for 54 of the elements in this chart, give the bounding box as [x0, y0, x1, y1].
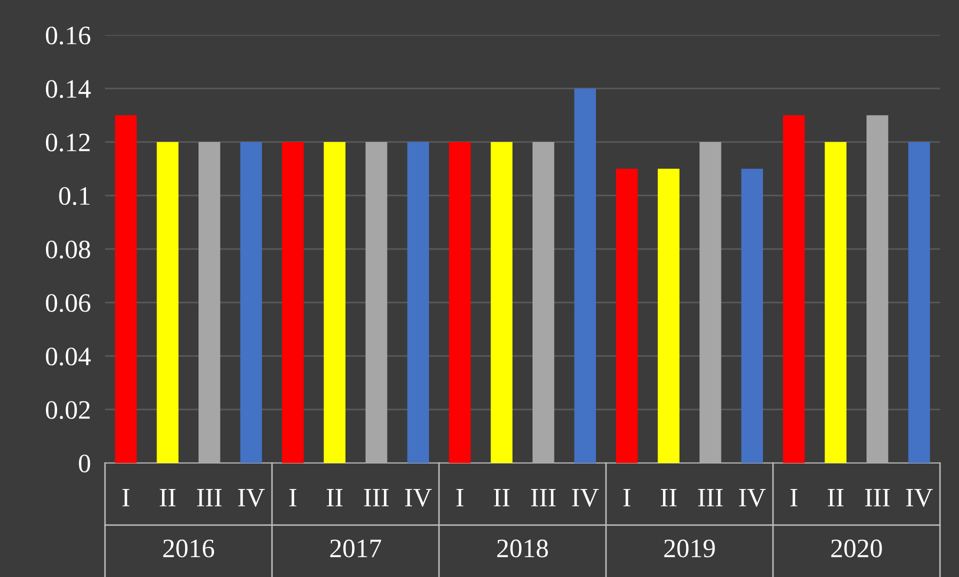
bar: [156, 142, 178, 463]
text: 2019: [664, 540, 715, 558]
x-tick-label: II: [494, 489, 510, 506]
y-tick-label: 0.06: [46, 294, 90, 312]
y-tick-label: 0.02: [46, 401, 90, 420]
x-tick-label: III: [197, 489, 222, 506]
bar: [741, 168, 763, 463]
bar: [908, 142, 930, 463]
y-tick-label: 0.08: [46, 240, 90, 259]
x-tick-label: IV: [405, 489, 432, 507]
bar: [532, 142, 554, 463]
x-tick-label: IV: [572, 489, 599, 507]
bar: [490, 142, 512, 463]
bar: [574, 88, 596, 463]
y-tick-label: 0: [78, 454, 90, 472]
x-tick-label: II: [160, 489, 176, 506]
x-tick-label: III: [531, 489, 556, 506]
bar: [866, 115, 888, 463]
bar: [616, 168, 638, 463]
bar: [449, 142, 471, 463]
bar: [282, 142, 304, 463]
bar: [700, 142, 722, 463]
bar: [198, 142, 220, 463]
x-tick-label: I: [790, 489, 798, 506]
bar: [366, 142, 388, 463]
x-tick-label: III: [364, 489, 389, 506]
text: 2016: [163, 540, 214, 558]
x-tick-label: II: [828, 489, 844, 506]
x-tick-label: II: [660, 489, 676, 506]
bar: [783, 115, 805, 463]
bar: [115, 115, 137, 463]
x-tick-label: I: [289, 489, 296, 506]
x-tick-label: II: [326, 489, 342, 506]
x-tick-label: IV: [739, 489, 766, 507]
text: 2017: [330, 540, 382, 558]
bar: [324, 142, 346, 463]
x-tick-label: IV: [906, 489, 933, 507]
bar: [658, 168, 680, 463]
bar: [824, 142, 846, 463]
y-tick-label: 0.16: [46, 26, 90, 45]
x-tick-label: III: [698, 489, 723, 506]
x-tick-label: III: [865, 489, 890, 506]
text: 2020: [831, 540, 882, 558]
y-tick-label: 0.04: [46, 348, 91, 366]
x-tick-label: I: [122, 489, 130, 506]
y-tick-label: 0.12: [46, 134, 90, 152]
x-tick-label: I: [456, 489, 464, 506]
y-tick-label: 0.14: [46, 80, 91, 98]
y-tick-label: 0.1: [59, 187, 90, 206]
bar: [240, 142, 262, 463]
bar: [407, 142, 429, 463]
text: 2018: [497, 540, 548, 558]
x-tick-label: IV: [238, 489, 265, 507]
x-tick-label: I: [623, 489, 630, 506]
